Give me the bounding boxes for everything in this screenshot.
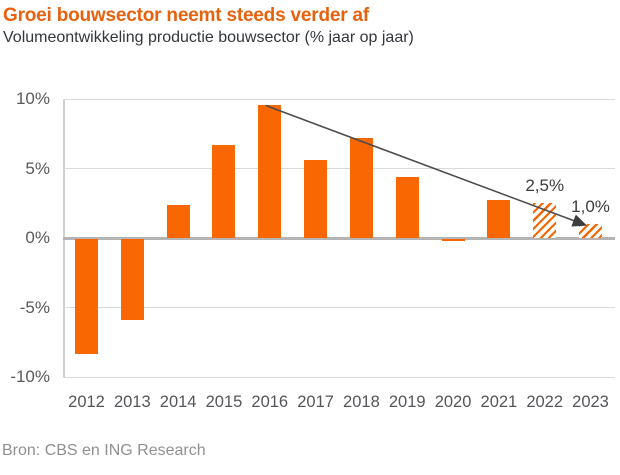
grid-line: [63, 307, 615, 308]
bar-2017: [304, 160, 328, 238]
bar-value-label-2022: 2,5%: [525, 176, 565, 196]
x-axis-tick-label: 2020: [434, 393, 472, 411]
x-axis-tick-label: 2023: [572, 393, 609, 411]
plot-area: [63, 98, 615, 378]
bar-2013: [120, 239, 144, 320]
y-axis-tick-label: 10%: [15, 89, 50, 108]
x-axis-tick-label: 2017: [297, 393, 334, 411]
bar-2015: [212, 144, 236, 238]
x-axis-tick-label: 2022: [526, 393, 564, 411]
grid-line: [63, 98, 615, 100]
bar-2014: [166, 204, 190, 238]
forecast-bar-2023: [579, 224, 603, 238]
x-axis-tick-label: 2021: [480, 393, 518, 411]
bar-2012: [75, 239, 98, 355]
chart-subtitle: Volumeontwikkeling productie bouwsector …: [3, 29, 414, 46]
bar-2018: [349, 137, 373, 238]
y-axis-tick-label: -5%: [19, 297, 50, 317]
page-title: Groei bouwsector neemt steeds verder af: [3, 5, 369, 26]
x-axis-tick-label: 2014: [159, 393, 197, 411]
zero-axis-line: [63, 236, 615, 240]
bar-value-label-2023: 1,0%: [571, 197, 610, 217]
x-axis-tick-label: 2012: [68, 393, 105, 411]
x-axis-tick-label: 2016: [251, 393, 289, 411]
y-axis-tick-label: -10%: [10, 367, 50, 386]
bar-chart: 10% 5% 0% -5% -10% 2012 2013 2014 2015 2016 2017 2…: [10, 89, 615, 411]
source-note: Bron: CBS en ING Research: [2, 442, 206, 459]
bar-2019: [395, 176, 419, 238]
bar-2016: [258, 104, 282, 238]
x-axis-tick-label: 2018: [343, 393, 380, 411]
grid-line: [63, 376, 615, 378]
bar-2021: [487, 200, 511, 238]
bar-2020: [441, 239, 465, 241]
x-axis-tick-label: 2019: [388, 393, 426, 411]
trend-arrow: [265, 104, 588, 227]
grid-line: [63, 168, 615, 169]
y-axis-tick-label: 0%: [25, 228, 50, 247]
x-axis-tick-label: 2015: [205, 393, 243, 411]
x-axis-tick-label: 2013: [113, 393, 151, 411]
y-axis-tick-label: 5%: [25, 158, 50, 178]
